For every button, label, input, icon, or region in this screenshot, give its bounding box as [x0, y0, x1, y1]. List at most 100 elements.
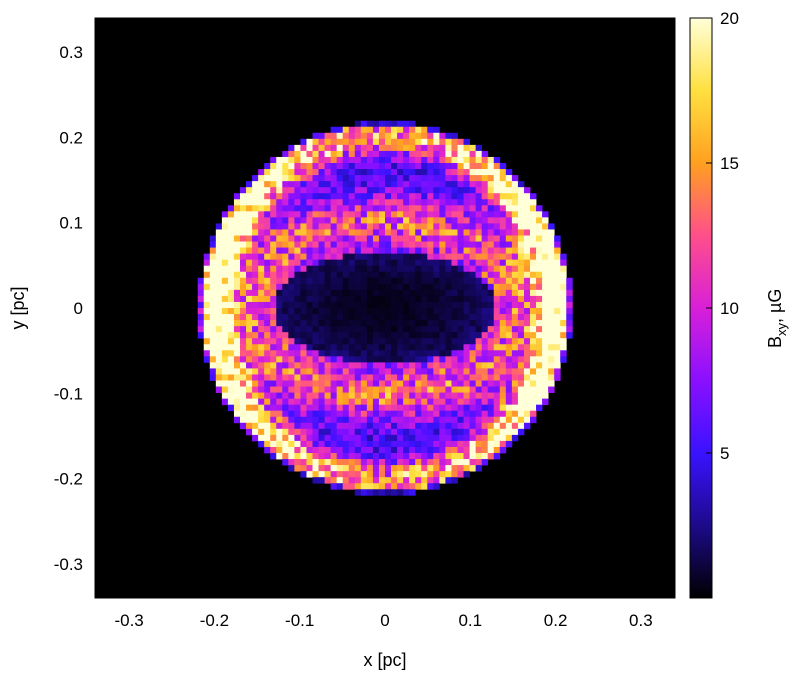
heatmap-cell — [421, 211, 428, 218]
heatmap-cell — [421, 356, 428, 363]
heatmap-cell — [372, 362, 380, 369]
heatmap-cell — [240, 265, 247, 273]
heatmap-cell — [318, 416, 325, 424]
heatmap-cell — [427, 380, 434, 387]
heatmap-cell — [300, 211, 307, 218]
heatmap-cell — [469, 211, 477, 218]
heatmap-cell — [433, 422, 440, 430]
heatmap-cell — [294, 434, 301, 442]
heatmap-cell — [385, 295, 392, 303]
heatmap-cell — [324, 338, 332, 345]
heatmap-cell — [215, 301, 223, 309]
heatmap-cell — [493, 410, 501, 418]
heatmap-cell — [439, 453, 446, 460]
heatmap-cell — [324, 326, 332, 333]
heatmap-cell — [517, 247, 525, 255]
heatmap-cell — [306, 314, 313, 321]
heatmap-cell — [276, 175, 283, 182]
colorbar-label-main: B — [765, 336, 785, 348]
heatmap-cell — [542, 283, 549, 291]
heatmap-cell — [566, 301, 573, 309]
heatmap-cell — [312, 156, 319, 164]
heatmap-cell — [439, 265, 446, 273]
heatmap-cell — [517, 199, 525, 206]
heatmap-cell — [300, 181, 307, 188]
heatmap-cell — [312, 217, 319, 224]
heatmap-cell — [360, 223, 368, 230]
heatmap-cell — [342, 301, 350, 309]
heatmap-cell — [511, 229, 519, 236]
heatmap-cell — [421, 283, 428, 291]
heatmap-cell — [336, 259, 344, 267]
heatmap-cell — [481, 404, 489, 412]
heatmap-cell — [336, 199, 344, 206]
heatmap-cell — [505, 205, 513, 212]
heatmap-cell — [330, 205, 338, 212]
heatmap-cell — [318, 223, 325, 230]
heatmap-cell — [475, 253, 483, 261]
heatmap-cell — [221, 241, 229, 248]
heatmap-cell — [366, 175, 374, 182]
heatmap-cell — [360, 187, 368, 194]
heatmap-cell — [252, 326, 259, 333]
heatmap-cell — [276, 229, 283, 236]
heatmap-cell — [240, 392, 247, 400]
heatmap-cell — [548, 295, 555, 303]
heatmap-cell — [360, 326, 368, 333]
heatmap-cell — [499, 356, 507, 363]
heatmap-cell — [542, 235, 549, 242]
heatmap-cell — [421, 247, 428, 255]
heatmap-cell — [306, 453, 313, 460]
heatmap-cell — [421, 289, 428, 297]
heatmap-cell — [445, 410, 452, 418]
heatmap-cell — [469, 446, 477, 454]
heatmap-cell — [542, 314, 549, 321]
heatmap-cell — [530, 211, 537, 218]
heatmap-cell — [433, 169, 440, 176]
heatmap-cell — [487, 320, 495, 327]
heatmap-cell — [354, 440, 362, 448]
heatmap-cell — [378, 368, 386, 375]
heatmap-cell — [360, 265, 368, 273]
heatmap-cell — [487, 440, 495, 448]
heatmap-cell — [415, 144, 422, 152]
heatmap-cell — [463, 150, 470, 158]
heatmap-cell — [282, 350, 289, 357]
heatmap-cell — [270, 308, 277, 315]
heatmap-cell — [312, 422, 319, 430]
heatmap-cell — [366, 229, 374, 236]
heatmap-cell — [530, 386, 537, 393]
heatmap-cell — [360, 477, 368, 484]
heatmap-cell — [427, 301, 434, 309]
heatmap-cell — [252, 338, 259, 345]
heatmap-cell — [294, 344, 301, 351]
heatmap-cell — [433, 416, 440, 424]
heatmap-cell — [542, 265, 549, 273]
heatmap-cell — [451, 446, 458, 454]
heatmap-cell — [312, 259, 319, 267]
heatmap-cell — [409, 156, 416, 164]
heatmap-cell — [385, 277, 392, 285]
heatmap-cell — [493, 181, 501, 188]
heatmap-cell — [348, 205, 356, 212]
heatmap-cell — [457, 253, 464, 261]
heatmap-cell — [511, 332, 519, 339]
heatmap-cell — [276, 223, 283, 230]
heatmap-cell — [517, 181, 525, 188]
heatmap-cell — [493, 247, 501, 255]
heatmap-cell — [264, 410, 271, 418]
heatmap-cell — [475, 446, 483, 454]
heatmap-cell — [306, 277, 313, 285]
heatmap-cell — [233, 241, 241, 248]
heatmap-cell — [385, 283, 392, 291]
heatmap-cell — [318, 453, 325, 460]
heatmap-cell — [536, 253, 543, 261]
heatmap-cell — [403, 181, 410, 188]
heatmap-cell — [372, 404, 380, 412]
heatmap-cell — [360, 483, 368, 490]
heatmap-cell — [336, 483, 344, 490]
heatmap-cell — [360, 350, 368, 357]
heatmap-cell — [439, 320, 446, 327]
heatmap-cell — [391, 181, 398, 188]
heatmap-cell — [463, 386, 470, 393]
